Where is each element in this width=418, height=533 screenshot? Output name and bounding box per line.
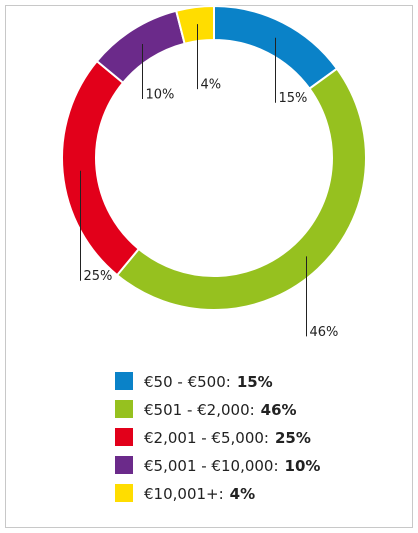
legend-label: €10,001+: <box>144 485 224 503</box>
legend-label: €2,001 - €5,000: <box>144 429 269 447</box>
data-label: 10% <box>146 88 175 103</box>
legend-value: 15% <box>237 373 273 391</box>
data-label: 25% <box>84 269 113 284</box>
legend-value: 46% <box>261 401 297 419</box>
legend-swatch <box>115 372 133 390</box>
donut-slice <box>174 4 215 45</box>
legend-swatch <box>115 428 133 446</box>
legend-value: 4% <box>230 485 255 503</box>
legend-swatch <box>115 456 133 474</box>
data-label: 15% <box>279 91 308 106</box>
legend-label: €5,001 - €10,000: <box>144 457 279 475</box>
legend-swatch <box>115 400 133 418</box>
legend-label: €501 - €2,000: <box>144 401 255 419</box>
legend-entry: €50 - €500: 15% <box>144 373 273 391</box>
donut-slice <box>115 67 367 311</box>
legend-label: €50 - €500: <box>144 373 231 391</box>
legend-entry: €501 - €2,000: 46% <box>144 401 297 419</box>
legend-value: 10% <box>285 457 321 475</box>
legend-entry: €2,001 - €5,000: 25% <box>144 429 311 447</box>
data-label: 4% <box>201 78 222 93</box>
legend-entry: €5,001 - €10,000: 10% <box>144 457 320 475</box>
legend-entry: €10,001+: 4% <box>144 485 255 503</box>
legend-swatch <box>115 484 133 502</box>
data-label: 46% <box>310 325 339 340</box>
legend-value: 25% <box>275 429 311 447</box>
